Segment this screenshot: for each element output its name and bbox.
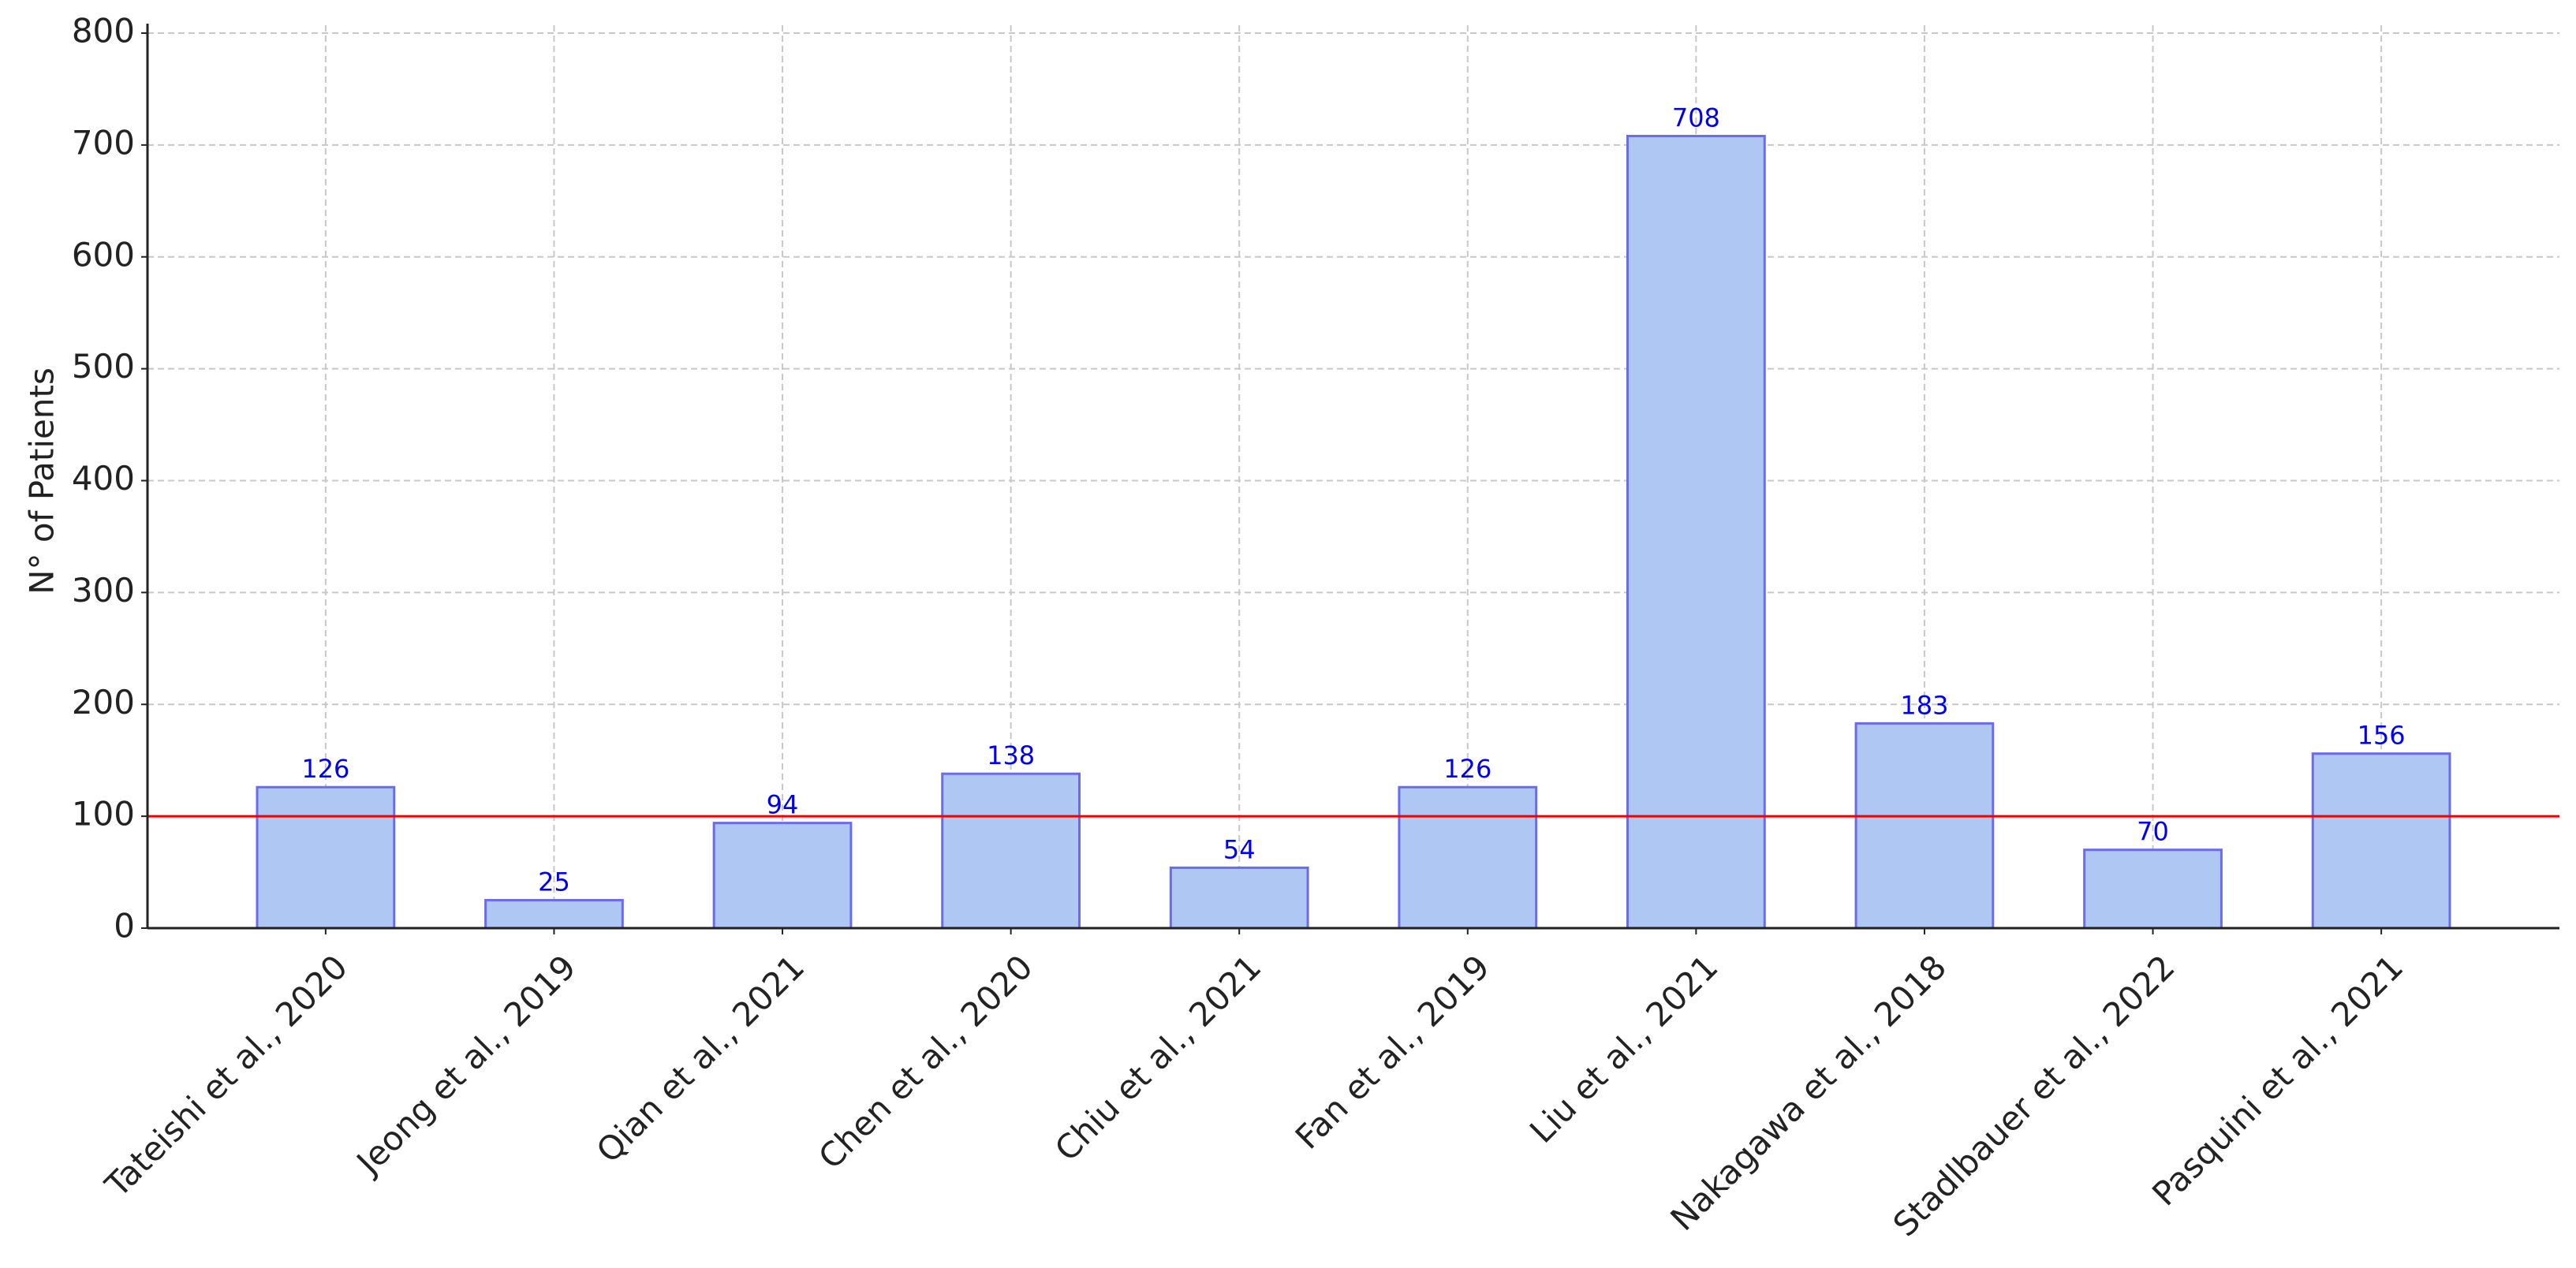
bar — [1626, 135, 1766, 930]
bar — [2083, 848, 2223, 930]
bar — [256, 785, 396, 930]
bar — [1854, 722, 1995, 930]
value-label: 708 — [1672, 103, 1720, 133]
y-tick-label: 800 — [72, 12, 135, 50]
y-tick-label: 400 — [72, 459, 135, 498]
bar — [2311, 752, 2451, 930]
value-label: 94 — [767, 790, 799, 820]
value-label: 25 — [538, 867, 570, 897]
value-label: 156 — [2358, 721, 2406, 751]
value-label: 70 — [2137, 817, 2169, 847]
y-tick-label: 100 — [72, 795, 135, 834]
y-tick-label: 700 — [72, 123, 135, 162]
x-tick-label: Fan et al., 2019 — [1288, 947, 1497, 1156]
x-tick-label: Liu et al., 2021 — [1522, 947, 1725, 1150]
x-tick-label: Jeong et al., 2019 — [348, 947, 584, 1183]
bar — [941, 772, 1081, 930]
y-axis-label: N° of Patients — [23, 367, 62, 595]
value-label: 54 — [1223, 834, 1256, 864]
bar — [712, 822, 853, 930]
value-label: 138 — [987, 740, 1035, 770]
x-tick-label: Pasquini et al., 2021 — [2145, 947, 2410, 1213]
y-tick-label: 500 — [72, 347, 135, 386]
x-tick-label: Tateishi et al., 2020 — [97, 947, 355, 1205]
y-tick-label: 200 — [72, 683, 135, 722]
bar — [484, 899, 624, 930]
x-tick-label: Chiu et al., 2021 — [1047, 947, 1268, 1168]
value-label: 126 — [1443, 754, 1491, 784]
x-tick-label: Qian et al., 2021 — [589, 947, 812, 1169]
x-tick-label: Chen et al., 2020 — [811, 947, 1040, 1176]
bar — [1169, 866, 1309, 930]
bar — [1398, 785, 1538, 930]
y-tick-label: 0 — [114, 907, 135, 945]
y-tick-label: 300 — [72, 571, 135, 610]
y-tick-label: 600 — [72, 235, 135, 274]
value-label: 126 — [301, 754, 349, 784]
value-label: 183 — [1900, 690, 1948, 720]
